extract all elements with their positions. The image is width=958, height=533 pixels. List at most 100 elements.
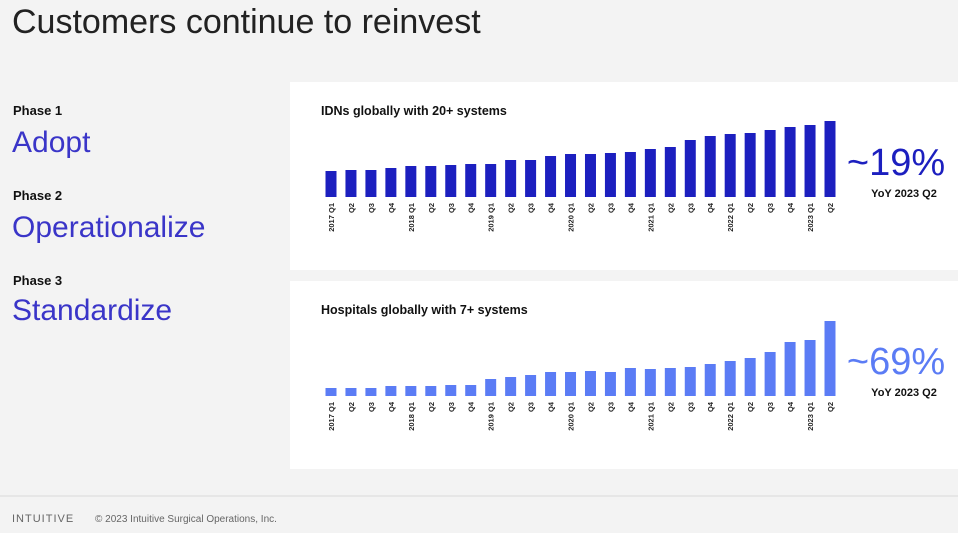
bar — [604, 372, 616, 396]
bar — [565, 372, 577, 396]
bar — [704, 364, 716, 396]
bar — [345, 170, 357, 197]
bar — [405, 386, 417, 396]
x-tick-label: Q3 — [447, 402, 456, 412]
x-tick-label: Q3 — [686, 203, 695, 213]
x-tick-label: Q3 — [527, 203, 536, 213]
bar — [744, 133, 756, 197]
x-tick-label: Q4 — [626, 401, 635, 412]
phase-label: Phase 2 — [13, 188, 62, 203]
x-tick-label: 2018 Q1 — [407, 203, 416, 232]
x-tick-label: 2023 Q1 — [806, 402, 815, 431]
x-tick-label: Q4 — [387, 401, 396, 412]
chart-title: IDNs globally with 20+ systems — [321, 104, 507, 118]
phase-name: Standardize — [12, 294, 172, 327]
x-tick-label: Q2 — [507, 203, 516, 213]
x-tick-label: 2021 Q1 — [646, 402, 655, 431]
bar — [764, 130, 776, 197]
bar — [525, 375, 537, 396]
x-tick-label: Q2 — [347, 402, 356, 412]
bar — [724, 361, 736, 396]
bar — [465, 385, 477, 396]
x-tick-label: 2017 Q1 — [327, 402, 336, 431]
x-tick-label: 2022 Q1 — [726, 402, 735, 431]
bar — [325, 388, 337, 396]
x-tick-label: Q2 — [427, 402, 436, 412]
annotation-note: YoY 2023 Q2 — [871, 188, 937, 200]
x-tick-label: Q4 — [626, 202, 635, 213]
x-tick-label: Q4 — [547, 202, 556, 213]
bar — [365, 170, 377, 197]
x-tick-label: Q4 — [387, 202, 396, 213]
phase-name: Operationalize — [12, 211, 205, 244]
x-tick-label: 2021 Q1 — [646, 203, 655, 232]
bar — [584, 371, 596, 396]
phase-name: Adopt — [12, 126, 91, 159]
bar — [684, 367, 696, 396]
x-tick-label: Q4 — [467, 202, 476, 213]
x-tick-label: Q3 — [367, 402, 376, 412]
x-tick-label: 2019 Q1 — [487, 203, 496, 232]
bar — [425, 166, 437, 197]
chart-card — [290, 281, 958, 469]
bar — [485, 379, 497, 396]
bar — [385, 168, 397, 197]
bar — [425, 386, 437, 396]
phase-label: Phase 3 — [13, 273, 62, 288]
chart-title: Hospitals globally with 7+ systems — [321, 303, 528, 317]
annotation: ~69% — [847, 341, 945, 383]
bar — [405, 166, 417, 197]
bar — [744, 358, 756, 396]
phase-label: Phase 1 — [13, 103, 62, 118]
x-tick-label: 2020 Q1 — [567, 203, 576, 232]
bar — [345, 388, 357, 396]
chart-card — [290, 82, 958, 270]
x-tick-label: Q2 — [666, 402, 675, 412]
x-tick-label: Q4 — [547, 401, 556, 412]
x-tick-label: Q2 — [826, 203, 835, 213]
bar — [624, 368, 636, 396]
x-tick-label: Q2 — [586, 203, 595, 213]
bar — [505, 377, 517, 396]
x-tick-label: Q4 — [786, 202, 795, 213]
x-tick-label: Q4 — [706, 401, 715, 412]
bar — [385, 386, 397, 396]
bar — [624, 152, 636, 197]
bar — [644, 149, 656, 197]
bar — [704, 136, 716, 197]
x-tick-label: Q2 — [746, 402, 755, 412]
x-tick-label: Q2 — [427, 203, 436, 213]
x-tick-label: Q2 — [507, 402, 516, 412]
x-tick-label: Q4 — [786, 401, 795, 412]
bar — [584, 154, 596, 197]
x-tick-label: Q3 — [606, 203, 615, 213]
bar — [824, 321, 836, 396]
bar — [784, 342, 796, 396]
bar — [365, 388, 377, 396]
x-tick-label: Q3 — [367, 203, 376, 213]
bar — [644, 369, 656, 396]
bar — [804, 340, 816, 396]
bar — [684, 140, 696, 197]
x-tick-label: Q3 — [766, 203, 775, 213]
copyright: © 2023 Intuitive Surgical Operations, In… — [95, 514, 277, 525]
x-tick-label: Q2 — [746, 203, 755, 213]
annotation-note: YoY 2023 Q2 — [871, 387, 937, 399]
bar — [764, 352, 776, 396]
x-tick-label: 2018 Q1 — [407, 402, 416, 431]
bar — [445, 385, 457, 396]
bar — [784, 127, 796, 197]
x-tick-label: Q2 — [586, 402, 595, 412]
x-tick-label: Q2 — [826, 402, 835, 412]
x-tick-label: 2017 Q1 — [327, 203, 336, 232]
x-tick-label: 2019 Q1 — [487, 402, 496, 431]
bar — [485, 164, 497, 197]
bar — [505, 160, 517, 197]
bar — [604, 153, 616, 197]
x-tick-label: Q3 — [527, 402, 536, 412]
bar — [664, 147, 676, 197]
bar — [545, 156, 557, 197]
slide-title: Customers continue to reinvest — [12, 3, 481, 41]
brand: INTUITIVE — [12, 513, 74, 525]
bar — [325, 171, 337, 197]
